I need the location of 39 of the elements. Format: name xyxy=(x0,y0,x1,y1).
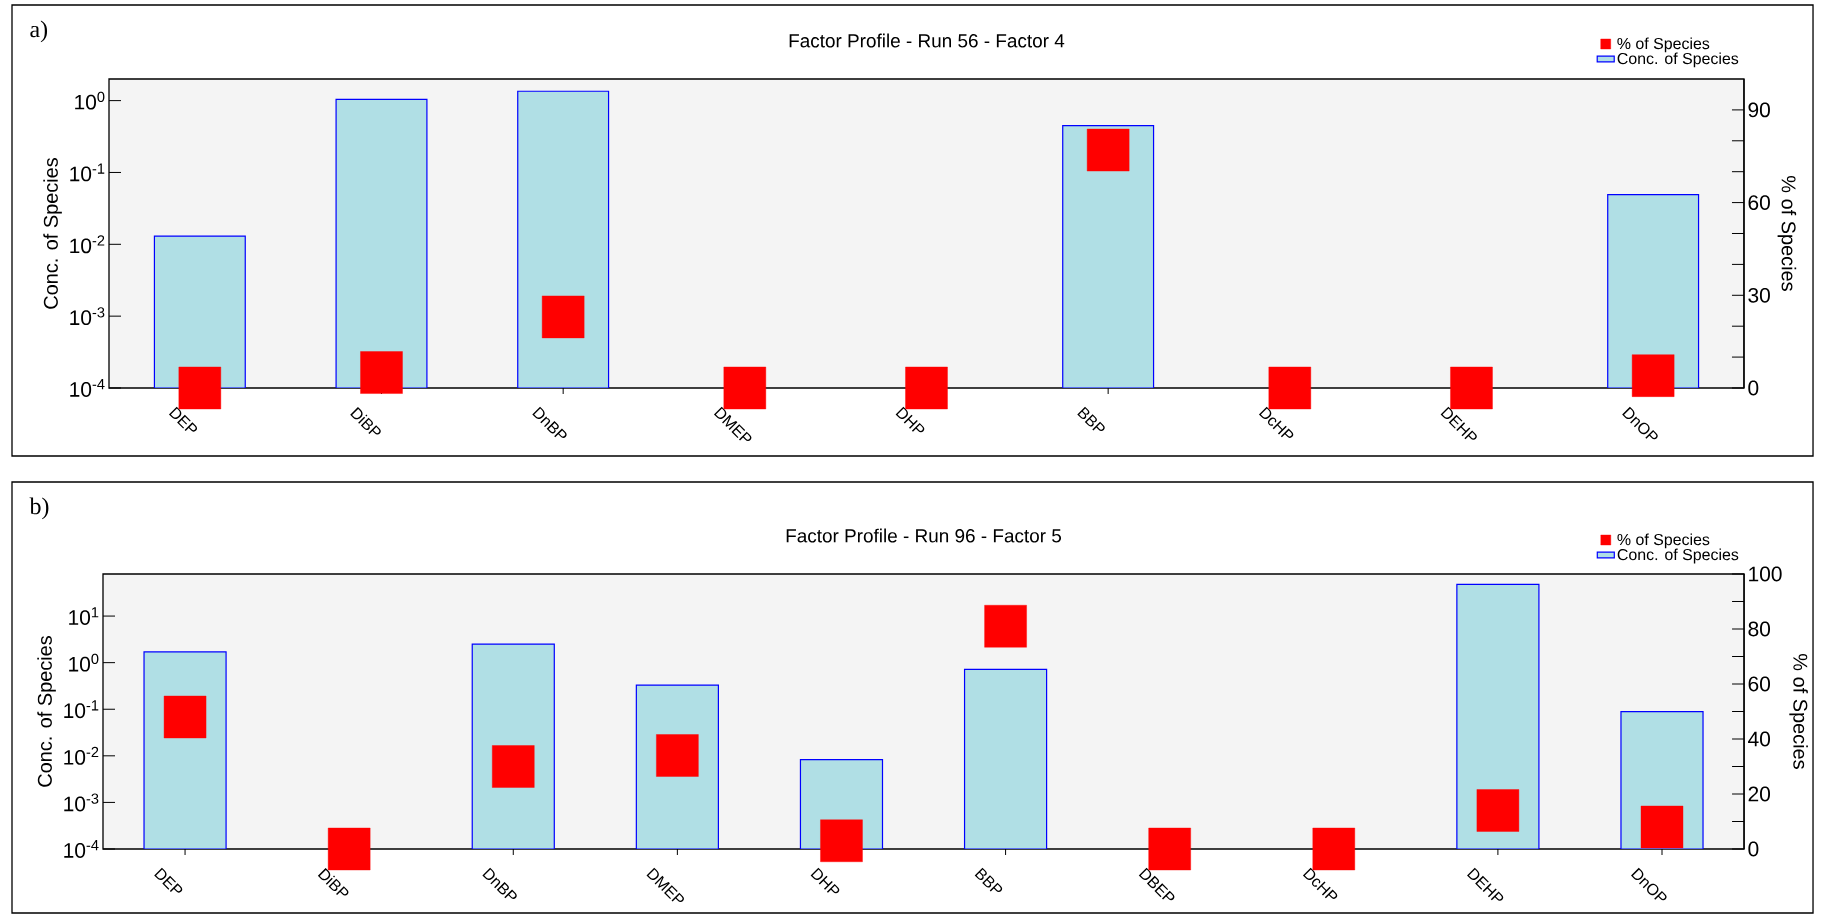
y2-tick-label: 60 xyxy=(1748,676,1771,692)
y2-tick-label: 20 xyxy=(1748,786,1771,802)
y2-tick-label: 90 xyxy=(1748,102,1770,118)
y2-tick-label: 60 xyxy=(1748,195,1770,210)
chart-title: Factor Profile - Run 56 - Factor 4 xyxy=(789,33,1065,48)
text: a) xyxy=(30,20,48,43)
y-tick-label: 10$^{1}$ xyxy=(69,607,99,625)
legend-label: % of Species xyxy=(1617,533,1710,549)
legend-label: % of Species xyxy=(1617,37,1710,53)
y-tick-label: 10$^{-3}$ xyxy=(70,307,105,326)
x-tick-label: DEP xyxy=(154,867,183,893)
y-tick-label: 10$^{-2}$ xyxy=(70,235,105,254)
y-tick-label: 10$^{0}$ xyxy=(69,653,99,672)
chart-title: Factor Profile - Run 96 - Factor 5 xyxy=(786,528,1062,543)
x-tick-label: BBP xyxy=(974,867,1003,893)
y2-tick-label: 80 xyxy=(1748,621,1771,637)
x-tick-label: DHP xyxy=(895,406,925,433)
legend-label: Conc. of Species xyxy=(1617,548,1739,564)
y2-tick-label: 30 xyxy=(1748,287,1770,303)
y2-axis-title: % of Species xyxy=(1777,176,1797,291)
y-tick-label: 10$^{-4}$ xyxy=(70,379,105,397)
y-tick-label: 10$^{-1}$ xyxy=(64,700,99,719)
y-tick-label: 10$^{0}$ xyxy=(75,91,105,110)
x-tick-label: DHP xyxy=(810,867,840,894)
y2-tick-label: 0 xyxy=(1748,380,1759,396)
text: b) xyxy=(29,497,49,520)
x-tick-label: DEP xyxy=(168,406,198,432)
y2-axis-title: % of Species xyxy=(1789,654,1808,769)
y-tick-label: 10$^{-4}$ xyxy=(64,840,99,858)
y-axis-title: Conc. of Species xyxy=(43,158,62,309)
legend-label: Conc. of Species xyxy=(1617,52,1739,68)
y2-tick-label: 100 xyxy=(1749,566,1782,582)
x-tick-label: BBP xyxy=(1077,406,1105,432)
y-axis-title: Conc. of Species xyxy=(37,636,56,787)
y-tick-label: 10$^{-1}$ xyxy=(70,163,105,182)
y-tick-label: 10$^{-2}$ xyxy=(64,746,99,765)
y2-tick-label: 0 xyxy=(1748,841,1759,857)
y2-tick-label: 40 xyxy=(1748,731,1771,747)
y-tick-label: 10$^{-3}$ xyxy=(64,793,99,812)
